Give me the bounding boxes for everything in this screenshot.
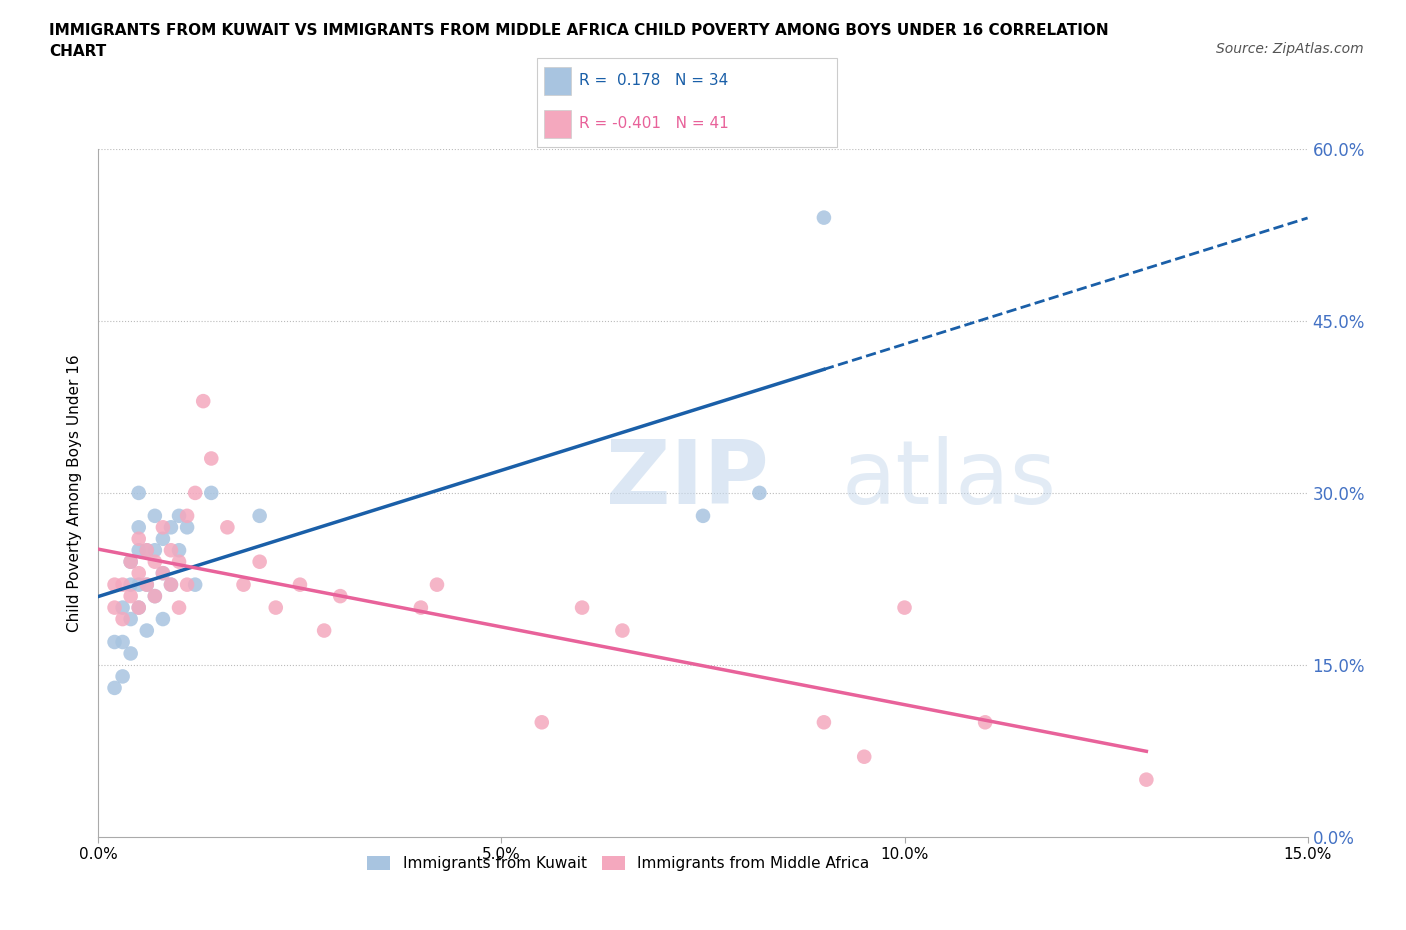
Point	[120, 646, 142, 661]
Point	[184, 485, 207, 500]
FancyBboxPatch shape	[537, 58, 838, 147]
Point	[748, 485, 770, 500]
Point	[813, 715, 835, 730]
Point	[128, 600, 150, 615]
Point	[128, 543, 150, 558]
Point	[143, 589, 166, 604]
FancyBboxPatch shape	[544, 67, 571, 95]
Point	[184, 578, 207, 592]
Point	[111, 578, 134, 592]
Point	[120, 554, 142, 569]
Point	[200, 451, 222, 466]
Text: R = -0.401   N = 41: R = -0.401 N = 41	[579, 116, 728, 131]
Point	[409, 600, 432, 615]
Point	[111, 600, 134, 615]
Point	[160, 578, 183, 592]
Point	[135, 543, 157, 558]
Point	[813, 210, 835, 225]
Point	[143, 589, 166, 604]
Point	[249, 554, 271, 569]
Point	[128, 565, 150, 580]
Point	[135, 623, 157, 638]
Point	[120, 554, 142, 569]
Point	[232, 578, 254, 592]
Point	[103, 681, 125, 696]
Point	[167, 554, 190, 569]
Text: Source: ZipAtlas.com: Source: ZipAtlas.com	[1216, 42, 1364, 56]
Point	[160, 578, 183, 592]
Point	[167, 600, 190, 615]
Point	[135, 578, 157, 592]
Point	[160, 543, 183, 558]
Point	[128, 485, 150, 500]
Text: ZIP: ZIP	[606, 435, 769, 523]
Point	[329, 589, 352, 604]
Point	[249, 509, 271, 524]
Point	[314, 623, 336, 638]
Point	[103, 578, 125, 592]
Point	[853, 750, 876, 764]
Point	[120, 589, 142, 604]
Point	[974, 715, 997, 730]
Point	[135, 578, 157, 592]
Point	[152, 565, 174, 580]
Point	[288, 578, 311, 592]
Point	[1135, 772, 1157, 787]
Point	[893, 600, 915, 615]
Point	[143, 509, 166, 524]
Point	[103, 600, 125, 615]
Point	[176, 578, 198, 592]
Point	[152, 520, 174, 535]
Point	[128, 578, 150, 592]
Point	[193, 393, 215, 408]
Point	[135, 543, 157, 558]
Point	[692, 509, 714, 524]
Point	[128, 600, 150, 615]
Point	[120, 578, 142, 592]
FancyBboxPatch shape	[544, 110, 571, 138]
Point	[167, 543, 190, 558]
Point	[128, 520, 150, 535]
Point	[176, 520, 198, 535]
Point	[120, 612, 142, 627]
Point	[167, 509, 190, 524]
Point	[152, 612, 174, 627]
Point	[571, 600, 593, 615]
Point	[128, 531, 150, 546]
Point	[103, 634, 125, 649]
Point	[217, 520, 239, 535]
Point	[530, 715, 553, 730]
Legend: Immigrants from Kuwait, Immigrants from Middle Africa: Immigrants from Kuwait, Immigrants from …	[361, 850, 876, 878]
Text: R =  0.178   N = 34: R = 0.178 N = 34	[579, 73, 728, 88]
Point	[111, 634, 134, 649]
Point	[160, 520, 183, 535]
Text: IMMIGRANTS FROM KUWAIT VS IMMIGRANTS FROM MIDDLE AFRICA CHILD POVERTY AMONG BOYS: IMMIGRANTS FROM KUWAIT VS IMMIGRANTS FRO…	[49, 23, 1109, 60]
Point	[143, 554, 166, 569]
Point	[426, 578, 449, 592]
Point	[264, 600, 287, 615]
Y-axis label: Child Poverty Among Boys Under 16: Child Poverty Among Boys Under 16	[67, 354, 83, 631]
Point	[612, 623, 634, 638]
Point	[176, 509, 198, 524]
Point	[152, 531, 174, 546]
Point	[143, 543, 166, 558]
Point	[200, 485, 222, 500]
Point	[111, 669, 134, 684]
Point	[111, 612, 134, 627]
Point	[152, 565, 174, 580]
Text: atlas: atlas	[842, 435, 1057, 523]
